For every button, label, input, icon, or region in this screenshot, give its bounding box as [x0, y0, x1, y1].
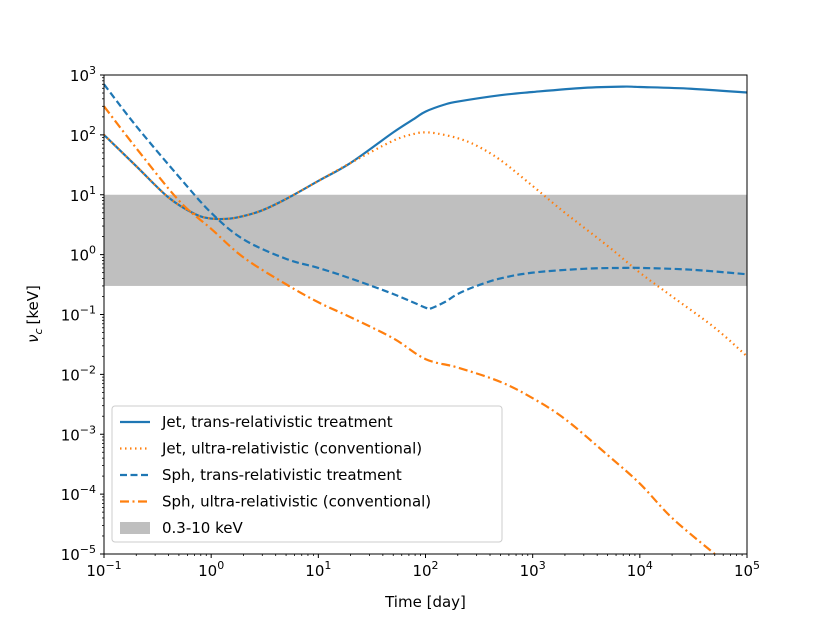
legend-label-3: Sph, trans-relativistic treatment [162, 466, 402, 484]
series-line-2 [104, 131, 747, 358]
y-tick-label: 103 [70, 64, 96, 85]
legend-label-4: Sph, ultra-relativistic (conventional) [162, 493, 431, 511]
y-tick-label: 10−3 [61, 423, 96, 444]
series-layer [104, 83, 747, 554]
x-tick-label: 104 [627, 559, 653, 580]
svg-text:νc[keV]: νc [keV] [24, 285, 45, 343]
y-tick-label: 101 [70, 184, 96, 205]
y-tick-label: 10−5 [61, 543, 96, 564]
x-tick-label: 101 [305, 559, 331, 580]
y-axis: 10−5 10−4 10−3 10−2 10−1 100 101 102 103 [61, 64, 104, 564]
x-tick-label: 10−1 [86, 559, 121, 580]
y-axis-label-unit: [keV] [24, 285, 42, 324]
y-tick-label: 10−1 [61, 304, 96, 325]
x-axis-label: Time [day] [384, 593, 466, 611]
x-axis: 10−1 100 101 102 103 104 105 [86, 554, 760, 580]
band-rect [104, 194, 747, 286]
x-tick-label: 102 [412, 559, 438, 580]
legend-swatch-band [120, 522, 150, 534]
y-tick-label: 10−2 [61, 363, 96, 384]
legend-label-5: 0.3-10 keV [162, 519, 244, 537]
y-axis-label-symbol: ν [24, 335, 42, 343]
series-line-1 [104, 85, 747, 221]
x-tick-label: 103 [520, 559, 546, 580]
x-tick-label: 100 [198, 559, 224, 580]
y-axis-label-subscript: c [32, 328, 45, 334]
legend: Jet, trans-relativistic treatment Jet, ul… [111, 405, 503, 543]
y-tick-label: 100 [70, 244, 96, 265]
series-line-3 [104, 83, 747, 311]
band-layer [104, 194, 747, 286]
legend-label-1: Jet, trans-relativistic treatment [161, 413, 393, 431]
x-tick-label: 105 [734, 559, 760, 580]
legend-box [111, 405, 503, 543]
y-tick-label: 102 [70, 124, 96, 145]
y-tick-label: 10−4 [61, 483, 96, 504]
y-axis-label: νc [keV] [24, 285, 45, 343]
legend-label-2: Jet, ultra-relativistic (conventional) [161, 440, 422, 458]
